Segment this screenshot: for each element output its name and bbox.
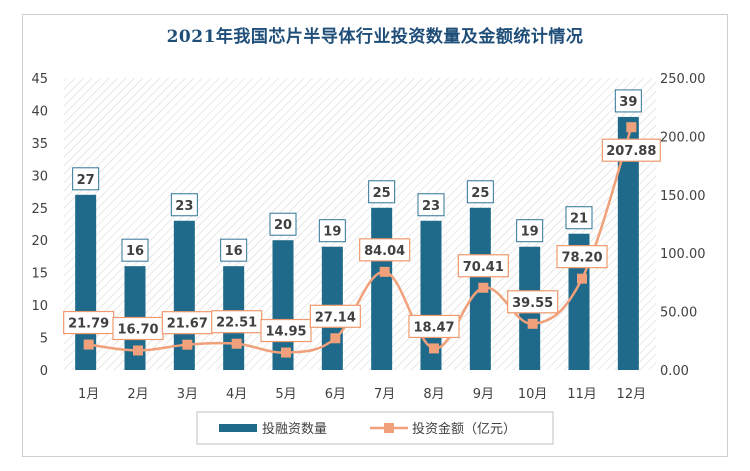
category-label: 1月 (78, 387, 99, 402)
bar-label-box (614, 89, 642, 113)
bar-label-box (121, 238, 149, 262)
bar-value-label: 27 (77, 173, 95, 188)
bar-label-box (318, 219, 346, 243)
amount-marker-11月 (577, 273, 587, 284)
bar-value-label: 21 (570, 212, 588, 227)
amount-marker-7月 (379, 266, 390, 277)
bar-label-box (170, 193, 198, 217)
left-axis-tick: 45 (31, 72, 48, 87)
category-label: 5月 (275, 387, 296, 402)
right-axis-tick: 0.00 (660, 364, 689, 379)
amount-marker-6月 (330, 333, 341, 344)
bar-value-label: 25 (471, 186, 489, 201)
amount-value-label: 27.14 (315, 310, 356, 325)
category-label: 8月 (423, 387, 444, 402)
category-label: 3月 (177, 387, 198, 402)
line-label-box (457, 254, 509, 278)
legend-swatch-marker (384, 423, 394, 433)
amount-value-label: 78.20 (561, 251, 602, 266)
bar-value-label: 19 (521, 225, 539, 240)
amount-value-label: 39.55 (512, 296, 553, 311)
left-axis-tick: 20 (31, 234, 48, 249)
bar-label-box (269, 212, 297, 236)
amount-value-label: 84.04 (364, 244, 405, 259)
category-label: 9月 (473, 387, 494, 402)
bar-label-box (72, 167, 100, 191)
bar-value-label: 23 (422, 199, 440, 214)
category-label: 4月 (226, 387, 247, 402)
line-label-box (260, 318, 312, 343)
amount-marker-1月 (83, 339, 94, 350)
amount-marker-12月 (626, 122, 637, 133)
bar-value-label: 39 (619, 95, 637, 110)
amount-marker-2月 (133, 345, 143, 356)
amount-marker-3月 (182, 339, 193, 350)
amount-value-label: 18.47 (413, 320, 454, 335)
category-label: 7月 (374, 387, 395, 402)
amount-marker-10月 (527, 318, 538, 329)
left-axis-tick: 0 (40, 364, 48, 379)
left-axis-tick: 40 (31, 104, 48, 119)
bar-value-label: 25 (373, 186, 391, 201)
amount-marker-4月 (231, 338, 242, 349)
line-label-box (507, 290, 559, 314)
bar-value-label: 16 (225, 244, 243, 259)
right-axis-tick: 150.00 (660, 189, 706, 204)
right-axis-tick: 250.00 (660, 72, 706, 87)
bar-label-box (466, 180, 494, 204)
amount-value-label: 207.88 (606, 144, 656, 159)
amount-value-label: 21.67 (167, 317, 208, 332)
bar-label-box (368, 180, 396, 204)
bar-label-box (220, 238, 248, 262)
right-axis-tick: 100.00 (660, 247, 706, 262)
bar-7月 (371, 207, 393, 370)
bar-label-box (516, 219, 544, 243)
legend-label-bars: 投融资数量 (262, 421, 327, 437)
left-axis-tick: 30 (31, 169, 48, 184)
left-axis-tick: 35 (31, 137, 48, 152)
category-label: 11月 (567, 387, 597, 402)
category-label: 10月 (518, 387, 548, 402)
line-label-box (309, 304, 361, 328)
legend-label-line: 投资金额（亿元） (412, 421, 516, 437)
left-axis-tick: 10 (31, 299, 48, 314)
left-axis-tick: 5 (40, 332, 48, 347)
bar-value-label: 23 (175, 199, 193, 214)
legend-swatch-bars (219, 424, 257, 432)
category-label: 6月 (325, 387, 346, 402)
amount-value-label: 16.70 (117, 322, 158, 337)
left-axis-tick: 25 (31, 202, 48, 217)
amount-value-label: 22.51 (216, 316, 257, 331)
amount-value-label: 70.41 (463, 260, 504, 275)
left-axis-tick: 15 (31, 267, 48, 282)
bar-12月 (617, 116, 639, 370)
bar-label-box (565, 206, 593, 230)
category-label: 12月 (617, 387, 647, 402)
amount-marker-5月 (281, 347, 291, 358)
line-label-box (556, 245, 608, 269)
chart-title: 2021年我国芯片半导体行业投资数量及金额统计情况 (166, 27, 584, 47)
bar-value-label: 16 (126, 244, 144, 259)
amount-marker-9月 (478, 282, 489, 293)
line-label-box (359, 238, 411, 262)
bar-value-label: 19 (323, 225, 341, 240)
line-label-box (601, 138, 661, 162)
right-axis-tick: 200.00 (660, 130, 706, 145)
category-label: 2月 (127, 387, 148, 402)
bar-value-label: 20 (274, 218, 292, 233)
amount-value-label: 14.95 (265, 325, 306, 340)
amount-marker-8月 (429, 343, 439, 354)
bar-label-box (417, 193, 445, 217)
line-label-box (408, 314, 460, 339)
amount-value-label: 21.79 (68, 317, 109, 332)
right-axis-tick: 50.00 (660, 306, 697, 321)
